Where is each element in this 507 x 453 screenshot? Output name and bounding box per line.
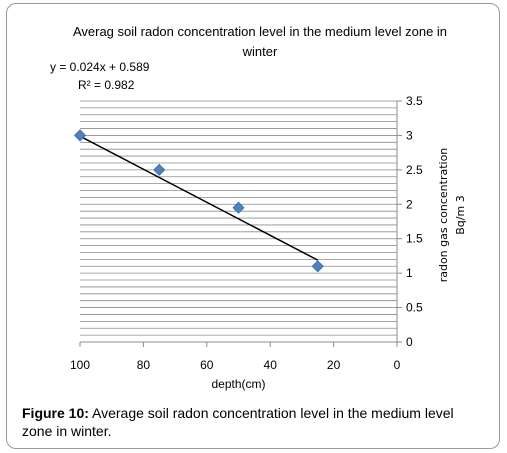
y-axis-title-line1: radon gas concentration	[437, 148, 450, 283]
x-axis-title: depth(cm)	[211, 377, 265, 391]
chart-title: Averag soil radon concentration level in…	[70, 22, 450, 62]
trendline	[79, 135, 319, 261]
chart-title-line2: winter	[242, 44, 278, 59]
y-tick-label: 1	[406, 266, 413, 280]
y-tick-label: 3.5	[406, 94, 423, 108]
x-tick-label: 100	[70, 358, 90, 372]
data-point	[73, 129, 87, 142]
y-tick-label: 1.5	[406, 232, 423, 246]
x-tick-label: 0	[394, 358, 401, 372]
chart-title-line1: Averag soil radon concentration level in…	[72, 24, 448, 39]
trendline-r-squared: R² = 0.982	[78, 78, 135, 92]
y-tick-label: 2.5	[406, 163, 423, 177]
data-point	[311, 260, 324, 273]
data-point	[153, 163, 166, 176]
data-point	[232, 201, 245, 214]
y-axis-title-line2: Bq/m 3	[454, 195, 467, 234]
figure-caption-label: Figure 10:	[22, 405, 89, 421]
y-tick-label: 2	[406, 197, 413, 211]
trendline-equation: y = 0.024x + 0.589	[50, 60, 150, 74]
y-tick-label: 0.5	[406, 301, 423, 315]
y-tick-label: 0	[406, 335, 413, 349]
x-tick-label: 40	[264, 358, 278, 372]
x-tick-label: 80	[137, 358, 151, 372]
y-tick-label: 3	[406, 128, 413, 142]
x-tick-label: 20	[327, 358, 341, 372]
figure-caption-text: Average soil radon concentration level i…	[22, 405, 454, 439]
x-tick-label: 60	[200, 358, 214, 372]
figure-caption: Figure 10: Average soil radon concentrat…	[22, 404, 487, 440]
